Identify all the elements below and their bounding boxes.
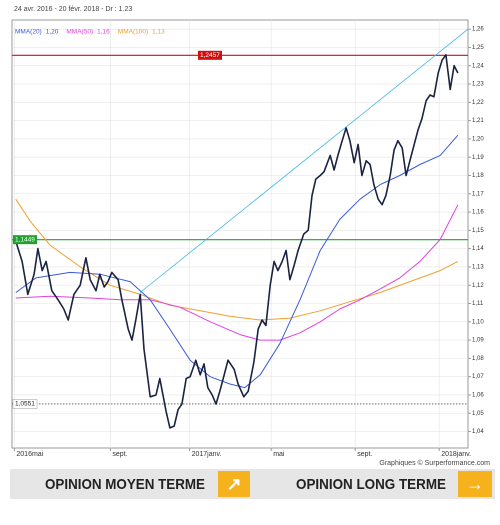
legend-label: MMA(100) — [118, 29, 148, 36]
y-tick-label: 1,20 — [472, 136, 484, 142]
series-line — [15, 204, 459, 341]
y-tick-label: 1,07 — [472, 374, 484, 380]
y-tick-label: 1,25 — [472, 45, 484, 51]
button-icon-box — [458, 471, 492, 497]
plot — [12, 20, 468, 448]
y-tick-label: 1,15 — [472, 228, 484, 234]
y-tick-label: 1,18 — [472, 173, 484, 179]
button-label: OPINION LONG TERME — [296, 476, 446, 493]
y-tick-label: 1,11 — [472, 301, 484, 307]
y-tick-label: 1,19 — [472, 155, 484, 161]
chart-header: 24 avr. 2016 - 20 févr. 2018 - Dr : 1.23 — [14, 6, 132, 13]
y-tick-label: 1,17 — [472, 191, 484, 197]
y-tick-label: 1,24 — [472, 63, 484, 69]
level-label: 1,2457 — [200, 52, 220, 59]
chart-footer: Graphiques © Surperformance.com — [379, 459, 490, 467]
legend-value: 1,13 — [152, 29, 165, 36]
x-tick-label: mai — [273, 451, 285, 458]
y-tick-label: 1,22 — [472, 100, 484, 106]
y-tick-label: 1,08 — [472, 356, 484, 362]
button-label: OPINION MOYEN TERME — [45, 476, 205, 493]
trend-line — [139, 28, 468, 293]
level-label-box — [12, 399, 38, 409]
level-label-box — [198, 50, 222, 60]
level-label: 1,1449 — [15, 236, 35, 243]
button[interactable]: OPINION MOYEN TERME ↗ — [45, 471, 250, 497]
y-tick-label: 1,13 — [472, 265, 484, 271]
legend-label: MMA(50) — [66, 29, 93, 36]
y-tick-label: 1,16 — [472, 210, 484, 216]
y-tick-label: 1,04 — [472, 429, 484, 435]
button-icon: → — [466, 474, 484, 494]
y-tick-label: 1,14 — [472, 246, 484, 252]
y-tick-label: 1,21 — [472, 118, 484, 124]
y-tick-label: 1,09 — [472, 338, 484, 344]
x-tick-label: 2016mai — [16, 451, 43, 458]
legend-value: 1,20 — [46, 29, 59, 36]
x-tick-label: sept. — [112, 451, 127, 458]
button-icon: ↗ — [226, 474, 241, 494]
level-label: 1,0551 — [15, 401, 35, 408]
level-label-box — [13, 235, 37, 245]
x-tick-label: sept. — [357, 451, 372, 458]
button-bar — [10, 469, 495, 499]
button[interactable]: OPINION LONG TERME → — [296, 471, 492, 497]
x-tick-label: 2018janv. — [441, 451, 471, 458]
legend-label: MMA(20) — [15, 29, 42, 36]
y-tick-label: 1,23 — [472, 82, 484, 88]
y-tick-label: 1,05 — [472, 411, 484, 417]
legend-value: 1,16 — [97, 29, 110, 36]
series-line — [15, 54, 459, 429]
button-icon-box — [218, 471, 250, 497]
y-tick-label: 1,06 — [472, 393, 484, 399]
x-tick-label: 2017janv. — [192, 451, 222, 458]
y-tick-label: 1,26 — [472, 27, 484, 33]
series-line — [15, 198, 459, 321]
y-tick-label: 1,10 — [472, 319, 484, 325]
y-tick-label: 1,12 — [472, 283, 484, 289]
